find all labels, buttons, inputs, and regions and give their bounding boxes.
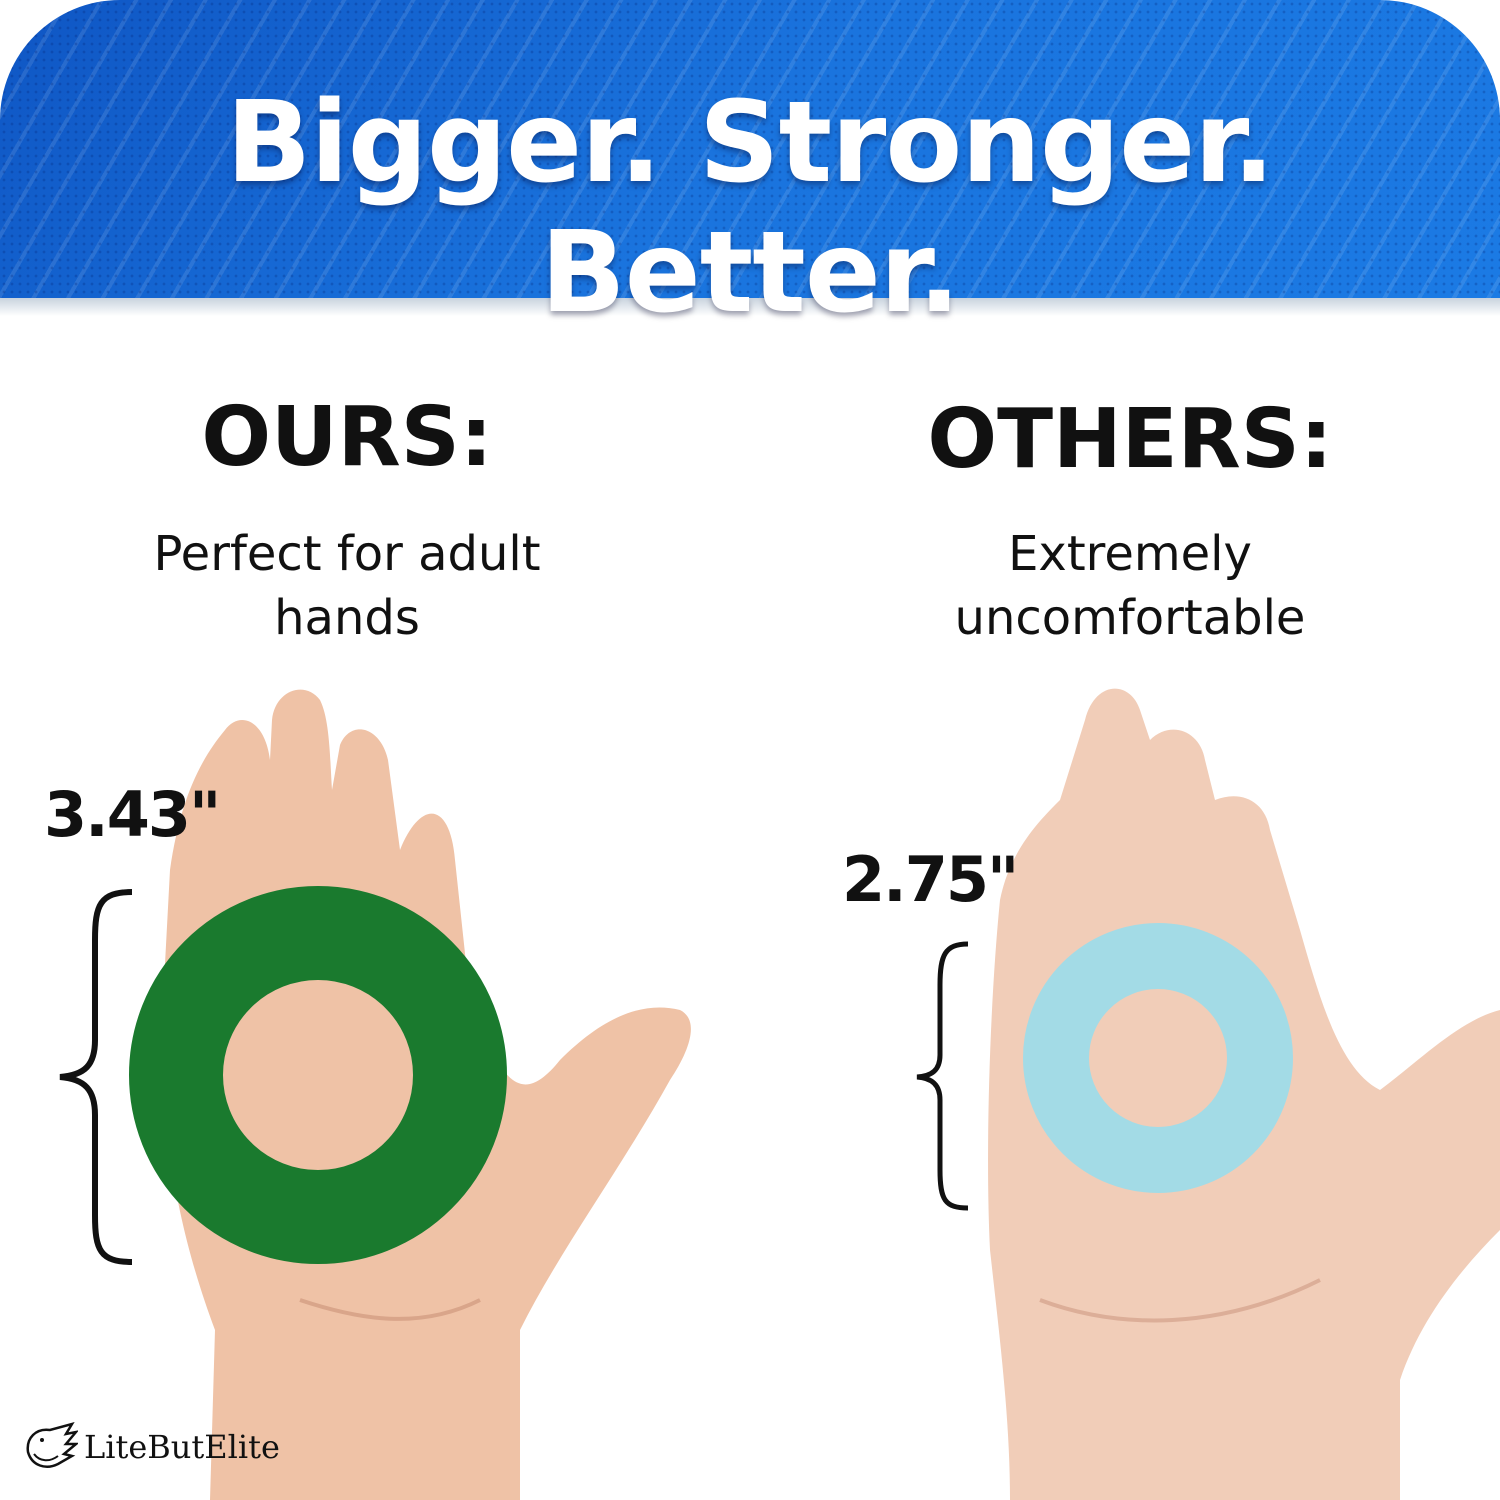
others-measurement: 2.75" — [842, 843, 1019, 916]
green-grip-ring — [129, 886, 507, 1264]
others-subtitle-line2: uncomfortable — [954, 590, 1306, 646]
banner-divider — [0, 298, 1500, 316]
ours-subtitle-line2: hands — [274, 590, 420, 646]
ours-measurement: 3.43" — [44, 778, 221, 851]
brand-logo: LiteButElite — [22, 1422, 280, 1472]
header-banner — [0, 0, 1500, 298]
others-subtitle-line1: Extremely — [1008, 526, 1252, 582]
ours-subtitle-line1: Perfect for adult — [153, 526, 541, 582]
ours-title: OURS: — [201, 390, 493, 485]
eagle-icon — [26, 1422, 78, 1468]
others-title: OTHERS: — [927, 392, 1333, 487]
blue-grip-ring — [1023, 923, 1293, 1193]
left-size-brace — [59, 889, 133, 1265]
headline: Bigger. Stronger. Better. — [226, 78, 1275, 338]
brand-name: LiteButElite — [84, 1428, 280, 1466]
right-size-brace — [916, 941, 969, 1211]
